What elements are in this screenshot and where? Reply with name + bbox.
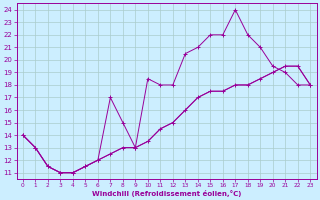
X-axis label: Windchill (Refroidissement éolien,°C): Windchill (Refroidissement éolien,°C) (92, 190, 241, 197)
